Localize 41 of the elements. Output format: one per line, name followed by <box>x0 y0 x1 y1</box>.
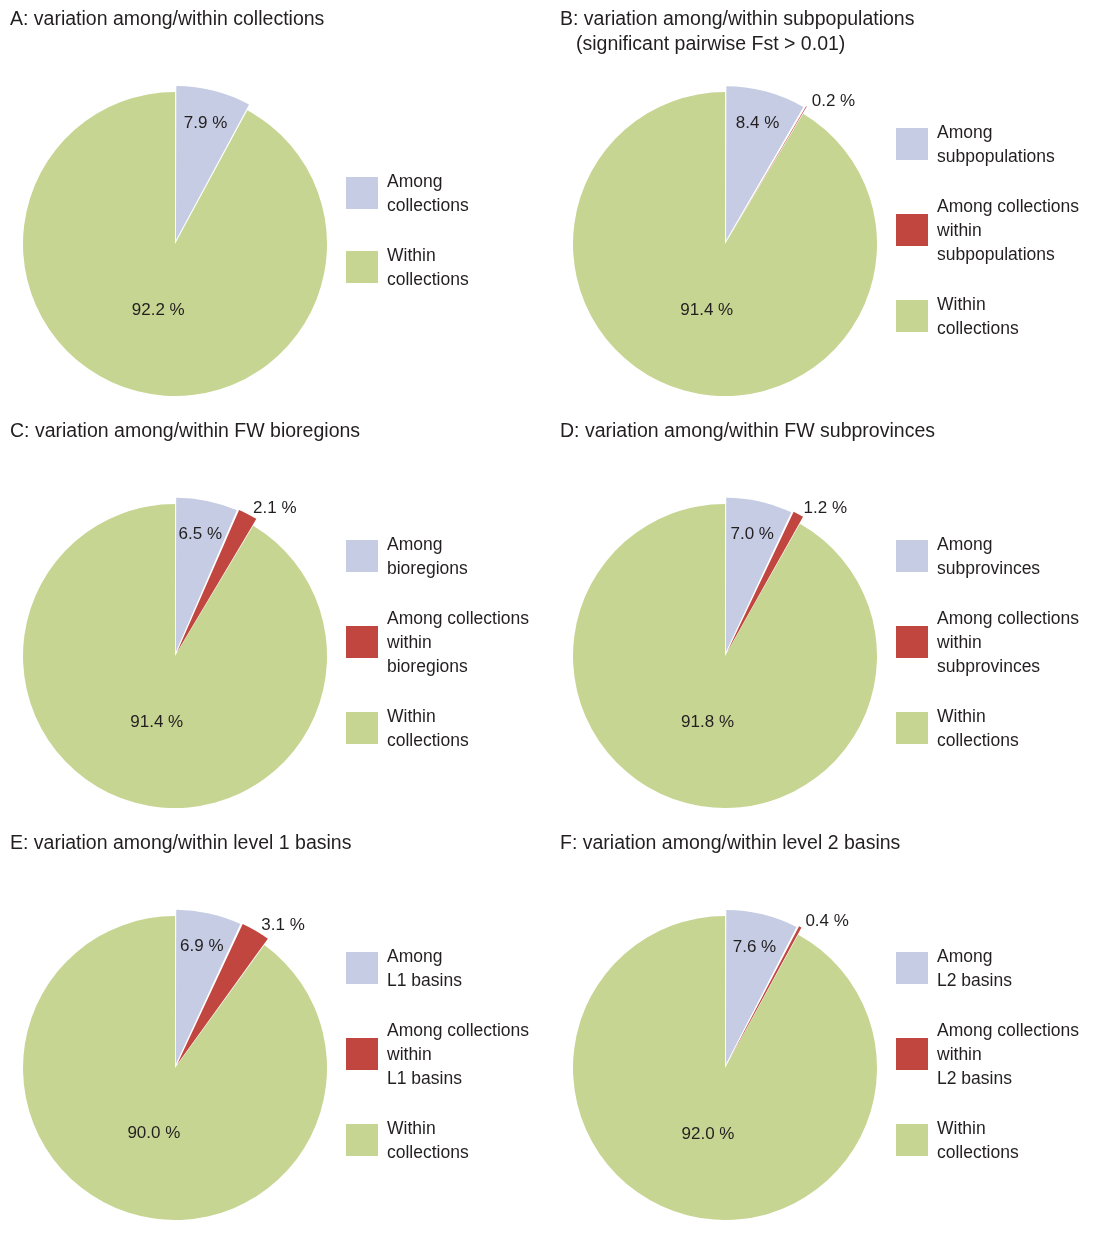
data-label: 7.9 % <box>183 112 228 132</box>
legend-label: Among collections within bioregions <box>387 607 531 678</box>
legend-label: Within collections <box>387 705 470 752</box>
data-label: 0.4 % <box>805 911 849 931</box>
data-label: 90.0 % <box>127 1122 181 1142</box>
legend-label: Among collections within L2 basins <box>937 1019 1081 1090</box>
legend-label: Within collections <box>937 1117 1020 1164</box>
data-label: 8.4 % <box>735 113 780 133</box>
data-label: 2.1 % <box>253 498 297 518</box>
chart-title: D: variation among/within FW subprovinces <box>560 418 935 443</box>
data-label: 1.2 % <box>803 498 848 518</box>
legend-label: Within collections <box>937 293 1020 340</box>
data-label: 92.0 % <box>681 1123 735 1143</box>
chart-title: E: variation among/within level 1 basins <box>10 830 352 855</box>
data-label: 7.6 % <box>732 936 777 956</box>
data-label: 3.1 % <box>261 914 305 934</box>
data-label: 6.5 % <box>178 523 223 543</box>
legend-label: Among L1 basins <box>387 945 463 992</box>
legend-label: Among subpopulations <box>937 121 1056 168</box>
data-label: 7.0 % <box>730 524 774 544</box>
data-label: 92.2 % <box>131 300 185 319</box>
chart-subtitle: (significant pairwise Fst > 0.01) <box>575 31 847 56</box>
legend-label: Among bioregions <box>387 533 469 580</box>
legend-label: Within collections <box>937 705 1020 752</box>
legend-label: Within collections <box>387 244 470 291</box>
chart-title: C: variation among/within FW bioregions <box>10 418 361 443</box>
legend-label: Among collections within subprovinces <box>937 607 1081 678</box>
chart-title: B: variation among/within subpopulations <box>560 7 915 29</box>
chart-title: F: variation among/within level 2 basins <box>560 830 901 855</box>
legend-label: Among collections within L1 basins <box>387 1019 531 1090</box>
legend-label: Among collections <box>387 170 470 217</box>
legend-label: Among L2 basins <box>937 945 1013 992</box>
data-label: 6.9 % <box>180 935 224 955</box>
legend-label: Within collections <box>387 1117 470 1164</box>
data-label: 91.4 % <box>680 299 734 319</box>
legend-label: Among collections within subpopulations <box>937 195 1081 266</box>
chart-title: A: variation among/within collections <box>10 6 325 31</box>
legend-label: Among subprovinces <box>937 533 1042 580</box>
data-label: 0.2 % <box>811 90 856 110</box>
data-label: 91.4 % <box>130 711 184 731</box>
data-label: 91.8 % <box>681 711 735 731</box>
